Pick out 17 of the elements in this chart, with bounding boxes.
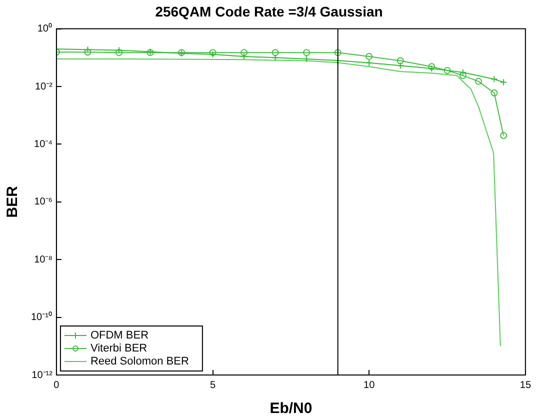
chart-title: 256QAM Code Rate =3/4 Gaussian [155, 3, 383, 20]
x-tick-label: 10 [364, 380, 376, 391]
y-tick-label: 10⁻² [35, 81, 54, 92]
y-axis-title: BER [4, 186, 22, 218]
legend-label: Reed Solomon BER [90, 356, 189, 368]
x-tick-label: 15 [520, 380, 532, 391]
legend-label: Viterbi BER [90, 342, 148, 355]
y-tick-label: 10⁻¹² [32, 370, 54, 381]
x-tick-label: 5 [210, 380, 216, 391]
x-tick-label: 0 [54, 380, 60, 391]
x-axis-title: Eb/N0 [270, 400, 312, 418]
y-tick-label: 10⁻¹⁰ [31, 311, 52, 324]
y-tick-label: 10⁰ [37, 22, 52, 35]
y-tick-label: 10⁻⁶ [34, 196, 52, 208]
legend-label: OFDM BER [90, 330, 149, 342]
y-tick-label: 10⁻⁴ [34, 138, 52, 150]
y-tick-label: 10⁻⁸ [34, 254, 52, 266]
